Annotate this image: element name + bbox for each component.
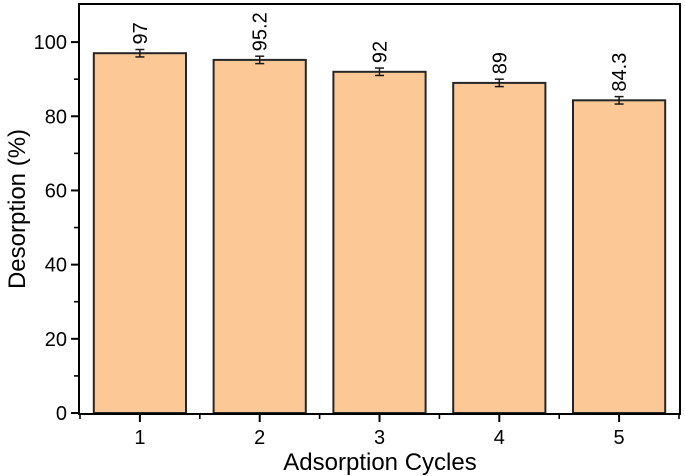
bar-cycle-2: [212, 58, 307, 415]
y-tick-label: 80: [45, 106, 67, 128]
y-tick-label: 40: [45, 255, 67, 277]
x-tick-label: 4: [494, 427, 505, 449]
bar-cycle-1: [92, 52, 187, 414]
x-tick-label: 5: [614, 427, 625, 449]
y-tick-label: 20: [45, 329, 67, 351]
bar-cycle-4: [452, 81, 547, 415]
bar-cycle-3: [332, 70, 427, 415]
x-tick-label: 1: [134, 427, 145, 449]
bar-cycle-5: [572, 99, 667, 415]
bar-value-label: 97: [130, 22, 152, 44]
bar-value-label: 89: [489, 52, 511, 74]
y-tick-label: 60: [45, 181, 67, 203]
plot-area: 97 95.2 92 89 84.3 0 20 40 60 80 100 1 2 3 4 5: [34, 3, 681, 449]
bar-value-label: 95.2: [250, 12, 272, 51]
x-axis-title: Adsorption Cycles: [283, 449, 476, 476]
bar-value-label: 92: [370, 41, 392, 63]
y-axis-title: Desorption (%): [4, 129, 31, 289]
x-tick-label: 2: [254, 427, 265, 449]
y-tick-label: 100: [34, 32, 67, 54]
bar-value-label: 84.3: [609, 53, 631, 92]
y-tick-label: 0: [56, 403, 67, 425]
x-tick-label: 3: [374, 427, 385, 449]
